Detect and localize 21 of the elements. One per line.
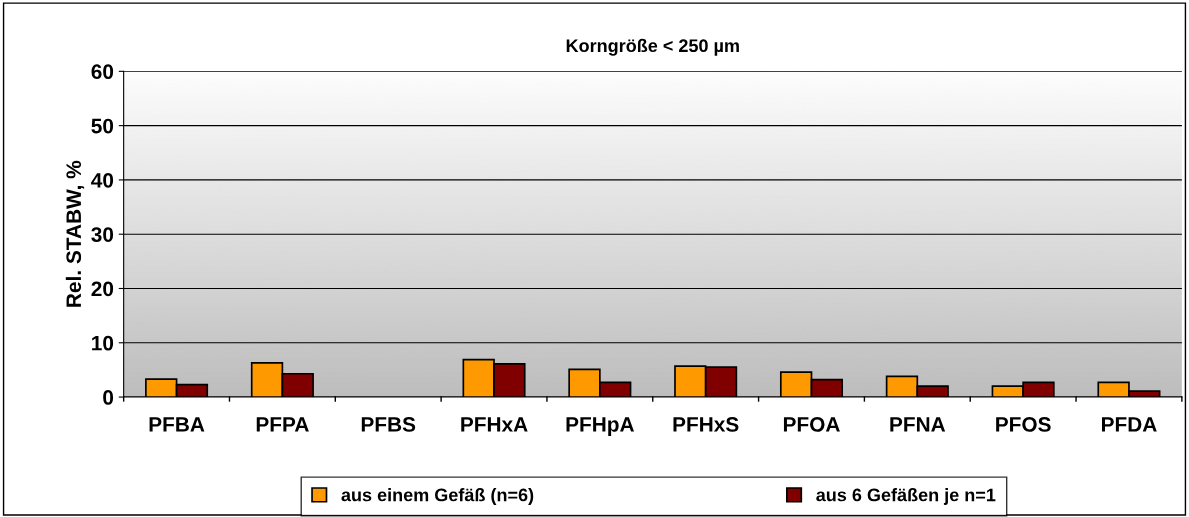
- x-tick-label: PFBA: [149, 417, 205, 432]
- y-tick-label: 0: [103, 390, 114, 405]
- x-tick-label: PFDA: [1101, 417, 1157, 432]
- x-tick-label: PFBS: [361, 417, 416, 432]
- legend-label: aus 6 Gefäßen je n=1: [816, 488, 996, 505]
- x-tick-label: PFHxS: [673, 417, 739, 432]
- y-tick-label: 20: [91, 281, 114, 297]
- x-tick-label: PFOA: [783, 417, 840, 432]
- x-tick-label: PFOS: [996, 417, 1051, 432]
- x-tick-label: PFHpA: [566, 417, 635, 436]
- y-tick-label: 10: [92, 335, 114, 351]
- y-axis-title: Rel. STABW, %: [65, 160, 85, 307]
- y-tick-label: 50: [91, 118, 114, 134]
- y-tick-label: 40: [91, 172, 114, 188]
- x-tick-label: PFPA: [256, 417, 309, 432]
- y-tick-label: 30: [91, 227, 114, 242]
- x-tick-label: PFHxA: [461, 417, 528, 432]
- chart-title: Korngröße < 250 µm: [566, 38, 739, 56]
- x-tick-label: PFNA: [890, 417, 946, 432]
- legend-label: aus einem Gefäß (n=6): [341, 488, 534, 505]
- y-tick-label: 60: [91, 64, 114, 80]
